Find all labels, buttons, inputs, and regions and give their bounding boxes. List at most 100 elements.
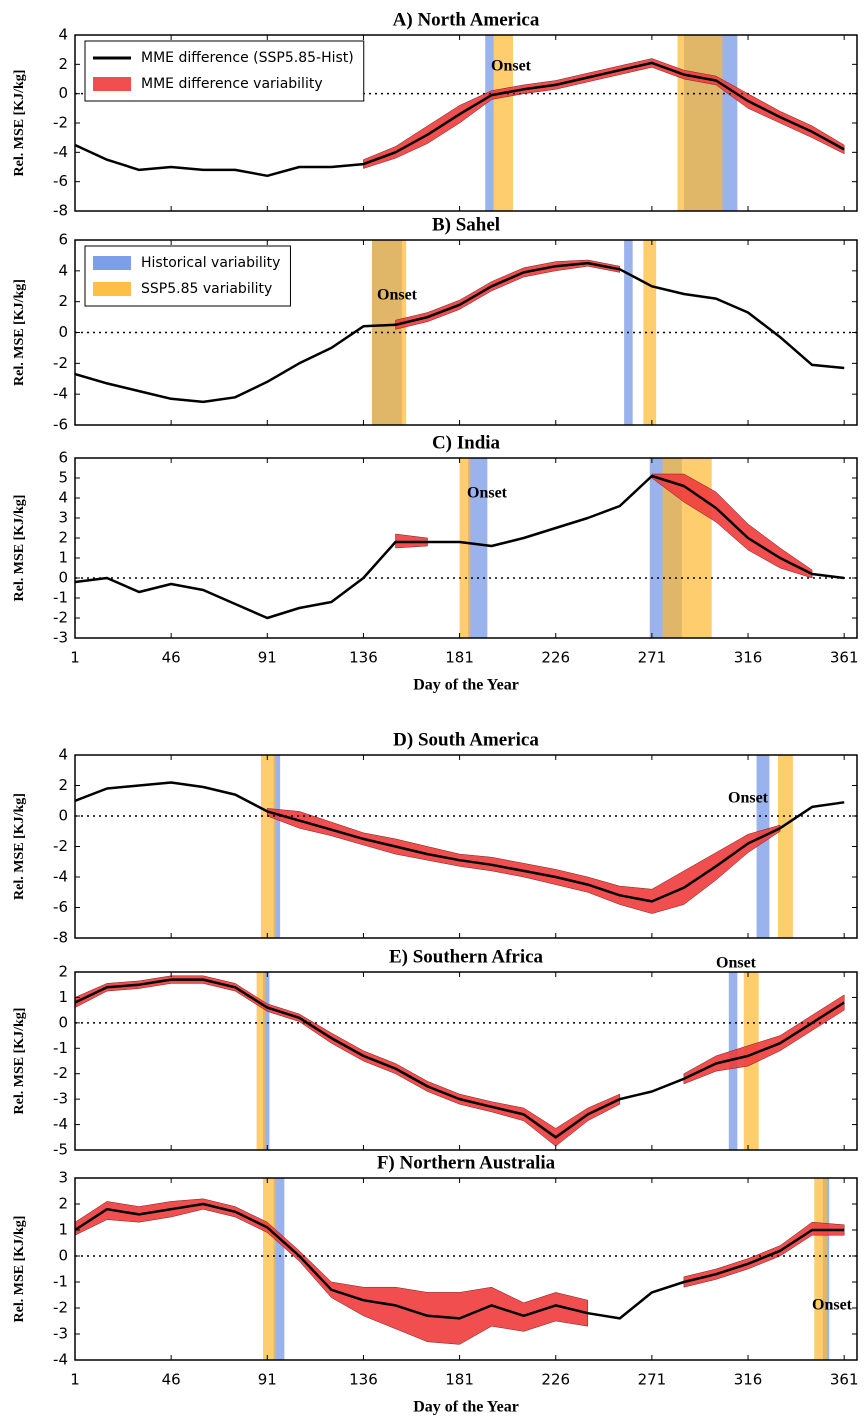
- y-tick-label: -4: [53, 1351, 68, 1369]
- y-tick-label: 4: [58, 26, 68, 44]
- variability-span: [459, 458, 471, 638]
- onset-label: Onset: [467, 485, 508, 502]
- plot-area: [75, 755, 857, 938]
- onset-label: Onset: [812, 1297, 853, 1314]
- y-tick-label: -8: [53, 929, 68, 947]
- y-tick-label: 0: [58, 1247, 68, 1265]
- y-tick-label: 2: [58, 529, 68, 547]
- y-tick-label: -6: [53, 416, 68, 434]
- legend-patch: [93, 77, 131, 91]
- y-tick-label: -2: [53, 114, 68, 132]
- y-tick-label: 4: [58, 746, 68, 764]
- y-tick-label: 2: [58, 1195, 68, 1213]
- x-axis-label: Day of the Year: [413, 677, 519, 694]
- legend-patch: [93, 282, 131, 296]
- variability-span: [677, 35, 723, 211]
- variability-span: [756, 755, 770, 938]
- panel-title: D) South America: [393, 729, 539, 750]
- panel: -8 -6 -4 -2 0 2 4 A) North America Rel. MSE [KJ/…: [12, 9, 858, 220]
- variability-span: [777, 755, 793, 938]
- variability-span: [814, 1178, 828, 1360]
- y-tick-label: 0: [58, 807, 68, 825]
- variability-span: [493, 35, 514, 211]
- x-tick-label: 91: [258, 649, 277, 667]
- y-tick-label: 0: [58, 323, 68, 341]
- mme-line: [75, 474, 845, 620]
- y-tick-label: 3: [58, 1169, 68, 1187]
- variability-span: [260, 755, 276, 938]
- x-tick-label: 271: [638, 1371, 667, 1389]
- y-tick-label: 4: [58, 261, 68, 279]
- panel-title: A) North America: [393, 9, 540, 30]
- panel: -5 -4 -3 -2 -1 0 1 2 E) Southern Africa Rel. MSE …: [12, 946, 858, 1159]
- x-tick-label: 316: [734, 649, 763, 667]
- variability-band: [75, 975, 621, 1147]
- y-tick-label: 5: [58, 469, 68, 487]
- plot-area: [75, 1178, 857, 1360]
- panel: -6 -4 -2 0 2 4 6 B) Sahel Rel. MSE [KJ/kg] Onset H…: [12, 214, 858, 434]
- y-tick-label: -3: [53, 629, 68, 647]
- y-axis-label: Rel. MSE [KJ/kg]: [12, 495, 27, 602]
- y-tick-label: -1: [53, 589, 68, 607]
- mme-line: [75, 261, 845, 404]
- x-tick-label: 1: [70, 649, 80, 667]
- y-tick-label: 2: [58, 776, 68, 794]
- variability-span: [485, 35, 494, 211]
- mme-line: [75, 978, 845, 1139]
- x-tick-label: 181: [445, 1371, 474, 1389]
- mme-line: [75, 1202, 845, 1320]
- y-tick-label: 2: [58, 292, 68, 310]
- axes-frame: [74, 971, 858, 1151]
- y-tick-label: 4: [58, 489, 68, 507]
- y-tick-label: -2: [53, 1064, 68, 1082]
- onset-label: Onset: [728, 790, 769, 807]
- y-tick-label: -8: [53, 202, 68, 220]
- y-tick-label: 2: [58, 963, 68, 981]
- mme-line: [75, 61, 845, 178]
- x-tick-label: 361: [830, 1371, 859, 1389]
- x-tick-label: 181: [445, 649, 474, 667]
- panel: -8 -6 -4 -2 0 2 4 D) South America Rel. MSE [KJ/…: [12, 729, 858, 947]
- y-tick-label: -4: [53, 1115, 68, 1133]
- variability-span: [468, 458, 488, 638]
- y-tick-label: 0: [58, 1013, 68, 1031]
- axes-frame: [74, 457, 858, 639]
- y-tick-label: 0: [58, 84, 68, 102]
- y-tick-label: -6: [53, 172, 68, 190]
- variability-band: [395, 259, 621, 330]
- variability-span: [256, 972, 266, 1150]
- panel: -3 -2 -1 0 1 2 3 4 5 6 1 46 91 136 181 226 271 316 361 C) I…: [12, 432, 858, 693]
- onset-label: Onset: [491, 58, 532, 75]
- y-tick-label: 1: [58, 549, 68, 567]
- variability-band: [75, 1198, 589, 1345]
- x-tick-label: 136: [349, 649, 378, 667]
- y-tick-label: -3: [53, 1090, 68, 1108]
- y-tick-label: -1: [53, 1273, 68, 1291]
- x-tick-label: 46: [162, 1371, 181, 1389]
- y-tick-label: -2: [53, 354, 68, 372]
- x-tick-label: 226: [541, 649, 570, 667]
- y-tick-label: -1: [53, 1039, 68, 1057]
- x-tick-label: 226: [541, 1371, 570, 1389]
- panel-title: E) Southern Africa: [389, 946, 544, 967]
- y-tick-label: 0: [58, 569, 68, 587]
- x-tick-label: 1: [70, 1371, 80, 1389]
- axes-frame: [74, 1177, 858, 1361]
- y-tick-label: -2: [53, 609, 68, 627]
- y-axis-label: Rel. MSE [KJ/kg]: [12, 1216, 27, 1323]
- y-tick-label: 6: [58, 231, 68, 249]
- y-axis-label: Rel. MSE [KJ/kg]: [12, 279, 27, 386]
- x-tick-label: 46: [162, 649, 181, 667]
- legend-label: Historical variability: [141, 255, 280, 271]
- y-tick-label: -2: [53, 837, 68, 855]
- y-tick-label: -3: [53, 1325, 68, 1343]
- panel-title: C) India: [432, 432, 501, 453]
- x-tick-label: 136: [349, 1371, 378, 1389]
- plot-area: [75, 35, 857, 211]
- y-tick-label: -2: [53, 1299, 68, 1317]
- y-tick-label: -4: [53, 385, 68, 403]
- legend-box: [84, 40, 365, 102]
- y-tick-label: 3: [58, 509, 68, 527]
- variability-span: [273, 1178, 285, 1360]
